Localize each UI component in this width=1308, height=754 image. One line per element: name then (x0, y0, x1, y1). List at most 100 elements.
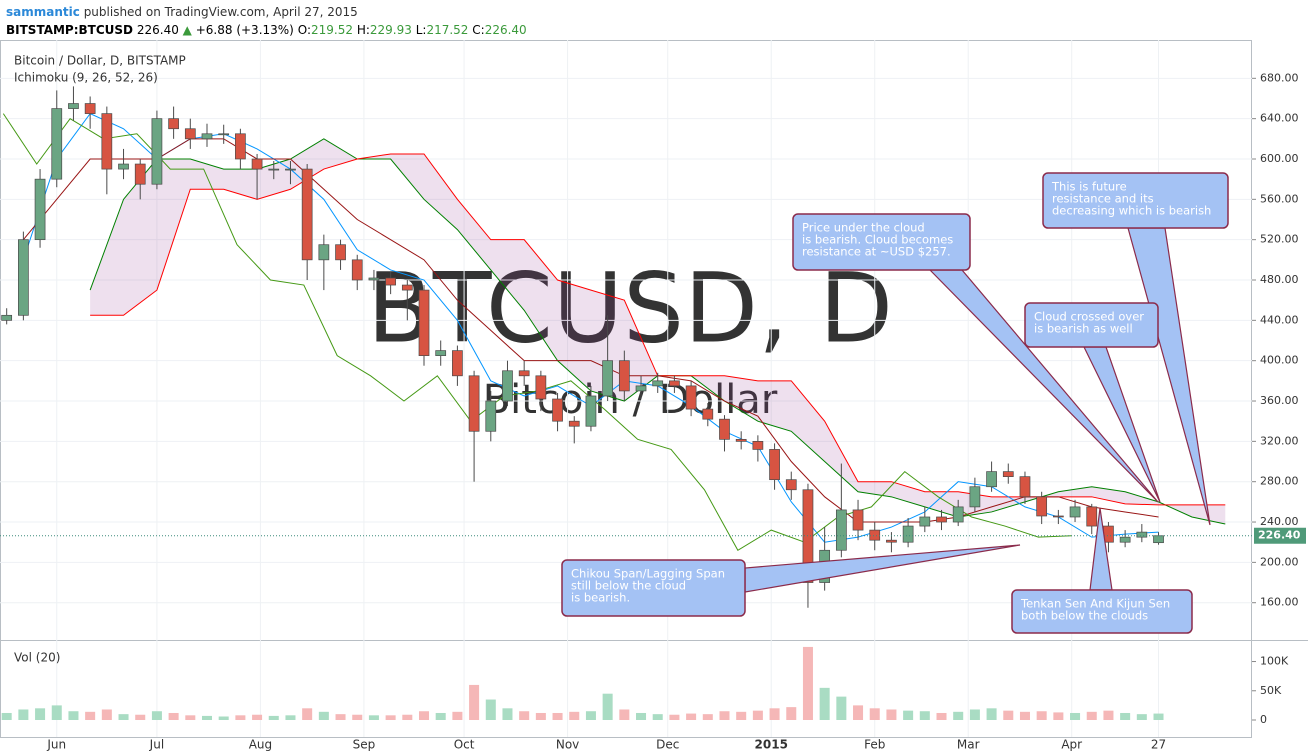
volume-bar (669, 714, 680, 720)
candle-body (702, 408, 714, 420)
volume-bar (585, 711, 596, 720)
volume-bar (702, 714, 713, 720)
callout-text: is bearish as well (1034, 322, 1133, 336)
volume-bar (485, 699, 496, 720)
candle-body (351, 259, 363, 281)
candle-body (34, 178, 46, 241)
volume-bar (1036, 711, 1047, 720)
candle-body (318, 244, 330, 261)
volume-bar (953, 711, 964, 720)
y-tick-label: 640.00 (1260, 112, 1299, 125)
volume-bar (302, 708, 313, 720)
open: 219.52 (311, 23, 353, 37)
candle-body (485, 400, 497, 432)
y-tick-label: 600.00 (1260, 152, 1299, 165)
candle-body (251, 158, 263, 170)
candle-body (452, 350, 463, 377)
y-tick-label: 200.00 (1260, 555, 1299, 568)
y-tick-label: 440.00 (1260, 313, 1299, 326)
volume-bar (535, 712, 546, 720)
candle-body (101, 113, 113, 170)
y-tick-label: 280.00 (1260, 475, 1299, 488)
x-tick-label: Apr (1061, 738, 1082, 752)
volume-bar (1019, 711, 1030, 720)
volume-bar (1003, 710, 1014, 720)
candle-body (652, 380, 664, 387)
candle-body (118, 163, 129, 170)
change: +6.88 (+3.13%) (196, 23, 294, 37)
last-price-box (1254, 527, 1306, 544)
x-tick-label: 27 (1151, 738, 1166, 752)
volume-bar (719, 711, 730, 720)
axes: Jun Jul Aug Sep Oct Nov Dec 2015 Feb Mar Apr 27 160.… (0, 71, 1306, 752)
volume-bar (252, 714, 263, 720)
volume-label: Vol (20) (14, 651, 60, 665)
candle-body (552, 398, 563, 422)
callout-box (561, 559, 746, 617)
x-tick-label: Jun (46, 738, 66, 752)
callout-text: Price under the cloud (802, 221, 925, 235)
callout-box (1011, 589, 1193, 634)
candle-body (585, 395, 597, 427)
callout-box (1024, 302, 1159, 348)
callout-text: is bearish. Cloud becomes (802, 233, 953, 247)
volume-bar (736, 711, 747, 720)
volume-bar (1, 712, 12, 720)
watermark-sub: Bitcoin / Dollar (483, 377, 778, 423)
volume-bar (836, 696, 847, 720)
volume-bar (619, 709, 630, 720)
candle-body (986, 471, 997, 488)
candle-body (1036, 496, 1048, 517)
author[interactable]: sammantic (6, 5, 80, 19)
volume-tick-label: 50K (1260, 684, 1282, 697)
price-pane (1, 86, 1226, 608)
chart-frame (0, 40, 1252, 738)
candle-body (1002, 471, 1014, 478)
x-tick-label: 2015 (755, 738, 788, 752)
candle-body (568, 420, 580, 427)
volume-tick-label: 0 (1260, 713, 1267, 726)
volume-bar (786, 707, 797, 720)
low: 217.52 (426, 23, 468, 37)
volume-pane (1, 646, 1164, 720)
candle-body (184, 128, 196, 140)
symbol[interactable]: BITSTAMP:BTCUSD (6, 23, 133, 37)
candle-body (936, 516, 947, 523)
volume-bar (285, 715, 296, 720)
candle-body (401, 284, 413, 291)
candle-body (51, 108, 63, 180)
volume-bar (552, 712, 563, 720)
volume-tick-label: 100K (1260, 655, 1289, 668)
c-label: C: (472, 23, 484, 37)
volume-bar (352, 714, 363, 720)
volume-bar (168, 712, 179, 720)
callout-box (792, 213, 971, 271)
x-tick-label: Jul (149, 738, 164, 752)
candle-body (969, 486, 981, 508)
candle-body (835, 509, 847, 551)
callout-text: This is future (1051, 180, 1127, 194)
candle-body (1119, 536, 1131, 543)
volume-bar (402, 714, 413, 720)
volume-bar (919, 711, 930, 720)
candle-body (368, 277, 380, 281)
candle-body (919, 516, 931, 527)
volume-bar (335, 714, 346, 720)
volume-bar (969, 709, 980, 720)
volume-bar (452, 711, 463, 720)
high: 229.93 (370, 23, 412, 37)
callout-text: resistance and its (1052, 192, 1154, 206)
candle-body (852, 509, 864, 531)
volume-bar (886, 709, 897, 720)
volume-bar (819, 687, 830, 720)
volume-bar (51, 705, 62, 720)
y-tick-label: 560.00 (1260, 192, 1299, 205)
candle-body (518, 370, 530, 377)
candle-body (285, 168, 296, 171)
y-tick-label: 480.00 (1260, 273, 1299, 286)
volume-bar (118, 714, 129, 720)
volume-bar (1120, 712, 1131, 720)
candle-body (168, 118, 179, 130)
candle-body (235, 133, 246, 160)
